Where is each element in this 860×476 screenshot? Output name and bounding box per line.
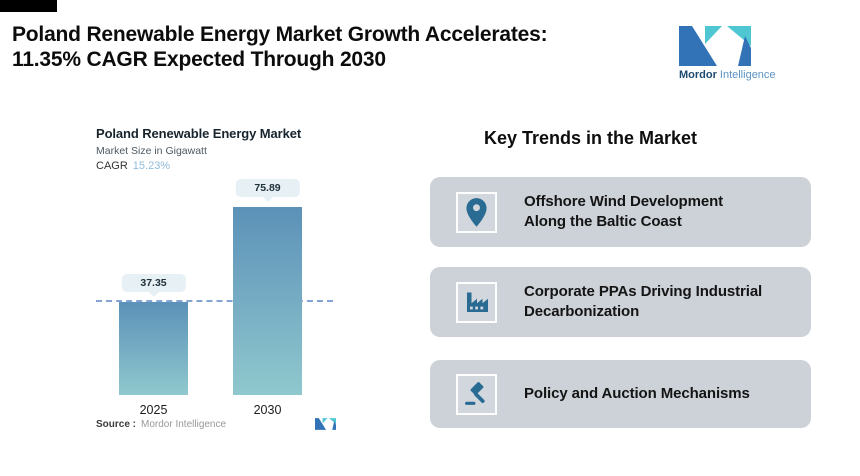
key-trends-panel: Key Trends in the Market Offshore Wind D… bbox=[430, 128, 811, 428]
trend-line-2: Along the Baltic Coast bbox=[524, 213, 682, 230]
value-pill: 37.35 bbox=[121, 274, 186, 293]
cagr-value: 15.23% bbox=[132, 160, 171, 172]
brand-wordmark: Mordor Intelligence bbox=[679, 69, 776, 81]
x-tick-label: 2025 bbox=[139, 403, 168, 417]
chart-subtitle: Market Size in Gigawatt bbox=[96, 145, 207, 157]
brand-logo: Mordor Intelligence bbox=[679, 26, 776, 81]
trend-card-text: Policy and Auction Mechanisms bbox=[524, 384, 750, 404]
trend-line-1: Offshore Wind Development bbox=[524, 192, 724, 210]
icon-box bbox=[456, 191, 497, 233]
mordor-logo-small-icon bbox=[315, 418, 336, 430]
bar-chart-plot: 37.35 2025 75.89 2030 bbox=[96, 179, 336, 417]
bar-group-2030: 75.89 2030 bbox=[233, 179, 302, 417]
chart-title: Poland Renewable Energy Market bbox=[96, 126, 302, 141]
location-pin-icon bbox=[466, 197, 487, 227]
trend-card-text: Corporate PPAs Driving Industrial Decarb… bbox=[524, 282, 762, 323]
corner-black-bar bbox=[0, 0, 57, 12]
source-row: Source : Mordor Intelligence bbox=[96, 418, 336, 430]
source-value: Mordor Intelligence bbox=[141, 418, 227, 430]
trends-heading: Key Trends in the Market bbox=[483, 128, 698, 148]
value-pill: 75.89 bbox=[235, 179, 300, 197]
mordor-logo-icon bbox=[679, 26, 751, 66]
trend-card-policy-auction: Policy and Auction Mechanisms bbox=[430, 360, 811, 428]
trend-line-1: Policy and Auction Mechanisms bbox=[524, 384, 750, 402]
x-tick-label: 2030 bbox=[253, 403, 282, 417]
trend-line-2: Decarbonization bbox=[524, 303, 640, 320]
brand-name-light: Intelligence bbox=[719, 69, 776, 81]
title-line-1: Poland Renewable Energy Market Growth Ac… bbox=[12, 23, 548, 46]
trend-card-text: Offshore Wind Development Along the Balt… bbox=[524, 192, 723, 233]
bar-group-2025: 37.35 2025 bbox=[119, 183, 188, 417]
bar bbox=[233, 207, 302, 395]
page-title: Poland Renewable Energy Market Growth Ac… bbox=[12, 23, 548, 72]
cagr-label: CAGR bbox=[96, 160, 128, 172]
factory-icon bbox=[466, 292, 488, 312]
trend-card-corporate-ppas: Corporate PPAs Driving Industrial Decarb… bbox=[430, 267, 811, 337]
title-line-2: 11.35% CAGR Expected Through 2030 bbox=[12, 47, 386, 71]
brand-name-bold: Mordor bbox=[679, 69, 717, 81]
chart-cagr-row: CAGR 15.23% bbox=[96, 160, 346, 172]
trend-card-offshore-wind: Offshore Wind Development Along the Balt… bbox=[430, 177, 811, 247]
icon-box bbox=[456, 373, 497, 415]
bar bbox=[119, 302, 188, 395]
reference-line bbox=[96, 300, 333, 303]
market-chart: Poland Renewable Energy Market Market Si… bbox=[96, 126, 346, 430]
icon-box bbox=[456, 281, 497, 323]
source-label: Source : bbox=[96, 418, 137, 430]
trend-line-1: Corporate PPAs Driving Industrial bbox=[524, 282, 763, 300]
gavel-icon bbox=[465, 381, 485, 405]
